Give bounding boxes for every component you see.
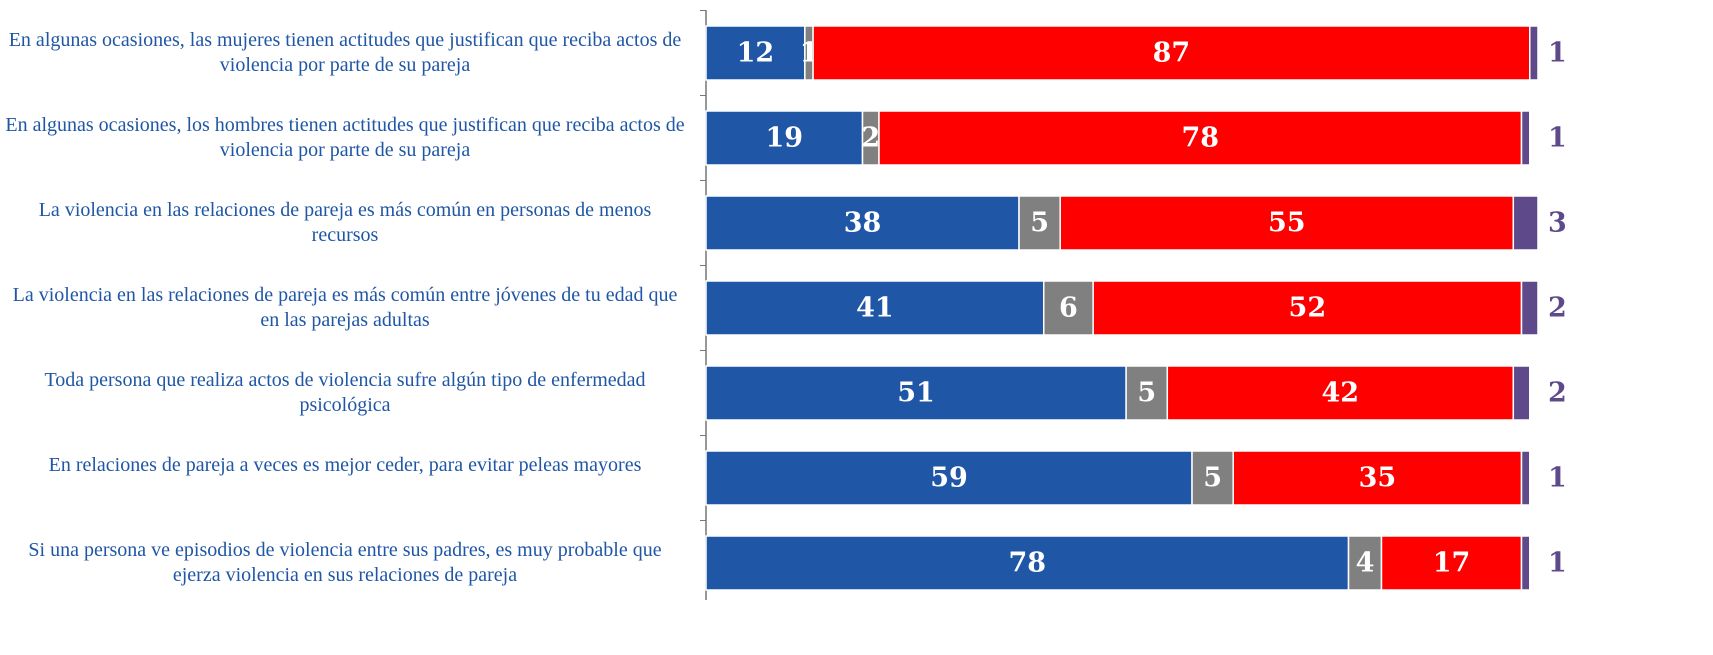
bar-segment <box>1018 195 1061 251</box>
bar-segment <box>705 535 1350 591</box>
category-label: La violencia en las relaciones de pareja… <box>38 199 652 246</box>
value-label: 12 <box>737 38 775 69</box>
value-label: 78 <box>1181 123 1219 154</box>
bar-segment <box>1512 195 1539 251</box>
category-label: En algunas ocasiones, los hombres tienen… <box>5 114 685 161</box>
bar-segment <box>1512 365 1531 421</box>
value-label: 41 <box>856 293 894 324</box>
bar-segment <box>1347 535 1383 591</box>
category-label: La violencia en las relaciones de pareja… <box>12 284 678 331</box>
value-label: 5 <box>1030 208 1049 239</box>
bar-segment <box>705 365 1127 421</box>
value-label: 1 <box>1548 548 1567 579</box>
value-label: 1 <box>1548 38 1567 69</box>
value-label: 55 <box>1268 208 1306 239</box>
bar-segment <box>1520 535 1531 591</box>
value-label: 38 <box>844 208 882 239</box>
value-label: 19 <box>765 123 803 154</box>
value-label: 1 <box>1548 123 1567 154</box>
bar-segment <box>1520 450 1531 506</box>
bar-segment <box>1380 535 1523 591</box>
category-label: En algunas ocasiones, las mujeres tienen… <box>8 29 682 76</box>
category-label: Toda persona que realiza actos de violen… <box>44 369 646 416</box>
value-label: 2 <box>1548 378 1567 409</box>
value-label: 87 <box>1153 38 1191 69</box>
value-label: 78 <box>1008 548 1046 579</box>
bar-segment <box>1059 195 1515 251</box>
bar-segment <box>1529 25 1539 81</box>
bar-segment <box>705 195 1020 251</box>
bar-segment <box>705 25 806 81</box>
bar-segment <box>1092 280 1523 336</box>
bar-segment <box>705 280 1045 336</box>
value-label: 6 <box>1059 293 1078 324</box>
bar-segment <box>1520 280 1539 336</box>
value-label: 3 <box>1548 208 1567 239</box>
value-label: 5 <box>1203 463 1222 494</box>
category-label: Si una persona ve episodios de violencia… <box>28 539 662 586</box>
bar-segment <box>1232 450 1523 506</box>
category-label: En relaciones de pareja a veces es mejor… <box>48 454 642 476</box>
bar-segment <box>1520 110 1531 166</box>
value-label: 1 <box>1548 463 1567 494</box>
bar-segment <box>1191 450 1234 506</box>
value-label: 4 <box>1356 548 1375 579</box>
value-label: 52 <box>1289 293 1327 324</box>
value-label: 42 <box>1322 378 1360 409</box>
value-label: 2 <box>1548 293 1567 324</box>
value-label: 35 <box>1359 463 1397 494</box>
bar-segment <box>705 110 864 166</box>
value-label: 59 <box>930 463 968 494</box>
value-label: 51 <box>897 378 935 409</box>
bar-segment <box>1125 365 1169 421</box>
value-label: 5 <box>1137 378 1156 409</box>
value-label: 17 <box>1433 548 1471 579</box>
bar-segment <box>1166 365 1515 421</box>
value-label: 2 <box>861 123 880 154</box>
